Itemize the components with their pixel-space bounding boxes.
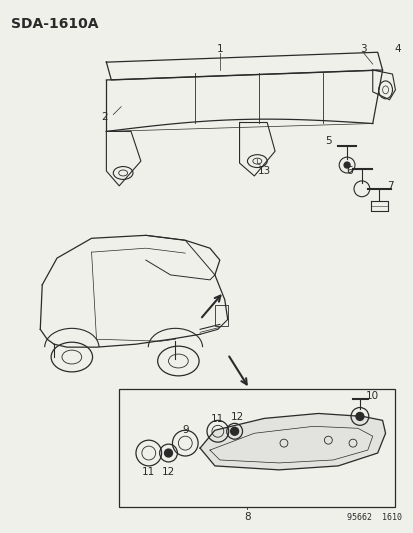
Text: 7: 7 bbox=[386, 181, 393, 191]
Text: 11: 11 bbox=[211, 414, 224, 424]
Text: 10: 10 bbox=[366, 391, 378, 401]
Circle shape bbox=[230, 427, 238, 435]
Polygon shape bbox=[199, 414, 385, 470]
Text: 5: 5 bbox=[324, 136, 331, 147]
Text: 95662  1610: 95662 1610 bbox=[347, 513, 401, 522]
Text: 12: 12 bbox=[230, 413, 244, 423]
Circle shape bbox=[343, 162, 349, 168]
Text: 11: 11 bbox=[142, 467, 155, 477]
Text: 6: 6 bbox=[346, 166, 353, 176]
Bar bbox=[214, 304, 227, 326]
Text: 1: 1 bbox=[216, 44, 223, 54]
Text: 9: 9 bbox=[182, 425, 188, 435]
Text: 3: 3 bbox=[360, 44, 366, 54]
Circle shape bbox=[355, 413, 363, 421]
Text: 2: 2 bbox=[101, 111, 107, 122]
Text: SDA-1610A: SDA-1610A bbox=[11, 17, 98, 30]
Text: 12: 12 bbox=[161, 467, 175, 477]
Text: 4: 4 bbox=[393, 44, 400, 54]
Text: 13: 13 bbox=[257, 166, 270, 176]
Text: 8: 8 bbox=[244, 512, 250, 522]
Bar bbox=[119, 389, 394, 507]
Circle shape bbox=[164, 449, 172, 457]
